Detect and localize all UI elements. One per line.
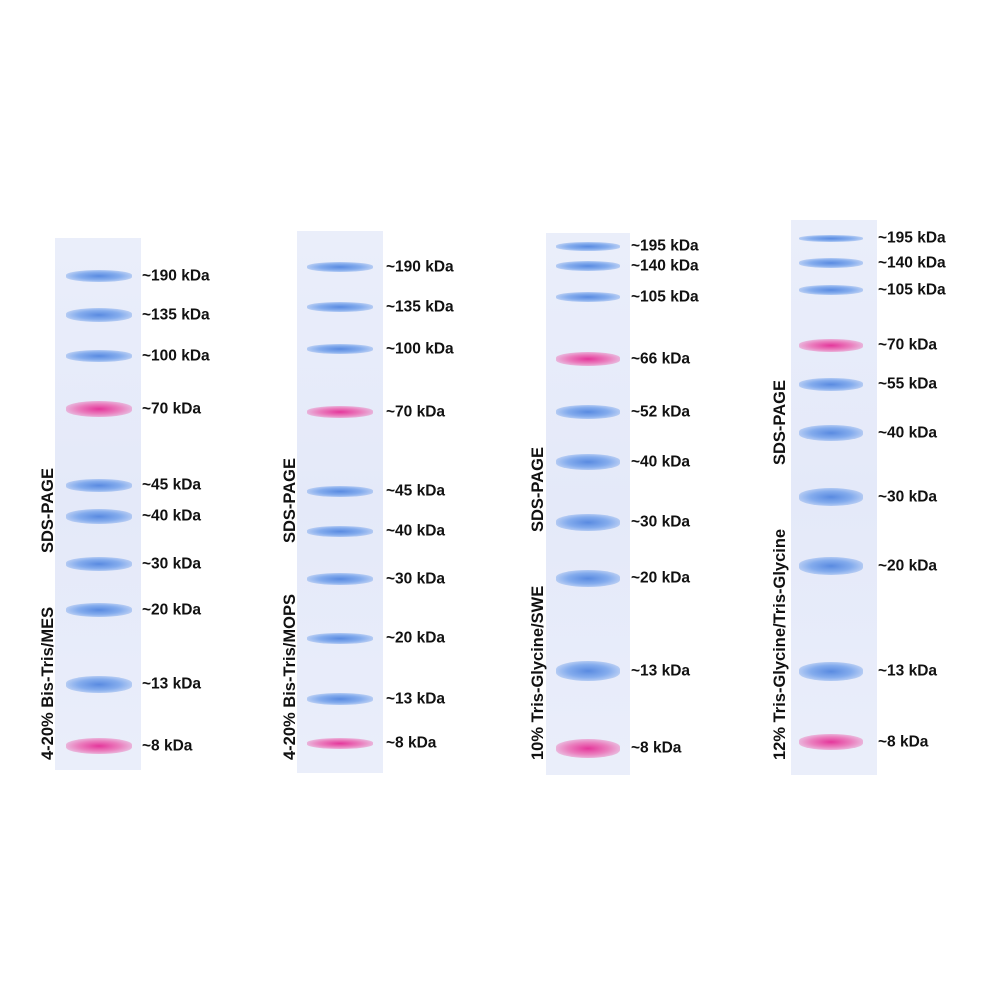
molecular-weight-label: ~20 kDa	[386, 629, 446, 647]
protein-band	[307, 406, 373, 418]
molecular-weight-label: ~70 kDa	[386, 403, 446, 421]
protein-band	[307, 632, 373, 644]
protein-band	[66, 738, 132, 754]
molecular-weight-label: ~30 kDa	[631, 513, 691, 531]
protein-band	[66, 557, 132, 571]
protein-band	[307, 344, 373, 354]
protein-band	[556, 261, 620, 271]
molecular-weight-label: ~13 kDa	[878, 662, 938, 680]
molecular-weight-label: ~8 kDa	[386, 734, 437, 752]
molecular-weight-label: ~195 kDa	[631, 237, 699, 255]
protein-band	[66, 478, 132, 492]
protein-band	[307, 262, 373, 272]
protein-band	[307, 693, 373, 705]
protein-band	[66, 675, 132, 693]
gel-lane	[546, 233, 630, 775]
protein-band	[556, 569, 620, 587]
molecular-weight-label: ~40 kDa	[878, 424, 938, 442]
method-label: SDS-PAGE	[771, 380, 789, 465]
protein-band	[307, 525, 373, 537]
protein-band	[556, 241, 620, 251]
molecular-weight-label: ~70 kDa	[878, 336, 938, 354]
protein-band	[799, 661, 863, 681]
protein-band	[556, 352, 620, 366]
molecular-weight-label: ~66 kDa	[631, 350, 691, 368]
molecular-weight-label: ~100 kDa	[142, 347, 210, 365]
gel-condition-label: 12% Tris-Glycine/Tris-Glycine	[771, 528, 789, 760]
molecular-weight-label: ~8 kDa	[631, 739, 682, 757]
protein-band	[799, 377, 863, 391]
protein-band	[799, 734, 863, 750]
method-label: SDS-PAGE	[529, 447, 547, 532]
molecular-weight-label: ~13 kDa	[631, 662, 691, 680]
molecular-weight-label: ~195 kDa	[878, 229, 946, 247]
protein-band	[556, 405, 620, 419]
molecular-weight-label: ~30 kDa	[878, 488, 938, 506]
molecular-weight-label: ~20 kDa	[631, 569, 691, 587]
method-label: SDS-PAGE	[39, 468, 57, 553]
molecular-weight-label: ~140 kDa	[878, 254, 946, 272]
molecular-weight-label: ~105 kDa	[878, 281, 946, 299]
protein-band	[307, 573, 373, 585]
protein-band	[556, 738, 620, 758]
protein-band	[799, 338, 863, 352]
protein-band	[799, 258, 863, 268]
molecular-weight-label: ~45 kDa	[142, 476, 202, 494]
protein-band	[66, 401, 132, 417]
protein-band	[799, 557, 863, 575]
protein-band	[66, 350, 132, 362]
protein-band	[799, 285, 863, 295]
molecular-weight-label: ~55 kDa	[878, 375, 938, 393]
protein-band	[556, 513, 620, 531]
protein-band	[66, 603, 132, 617]
molecular-weight-label: ~13 kDa	[142, 675, 202, 693]
molecular-weight-label: ~135 kDa	[142, 306, 210, 324]
molecular-weight-label: ~190 kDa	[386, 258, 454, 276]
molecular-weight-label: ~52 kDa	[631, 403, 691, 421]
molecular-weight-label: ~100 kDa	[386, 340, 454, 358]
molecular-weight-label: ~45 kDa	[386, 482, 446, 500]
molecular-weight-label: ~40 kDa	[631, 453, 691, 471]
molecular-weight-label: ~135 kDa	[386, 298, 454, 316]
molecular-weight-label: ~40 kDa	[142, 507, 202, 525]
protein-band	[307, 485, 373, 497]
protein-band	[556, 292, 620, 302]
molecular-weight-label: ~105 kDa	[631, 288, 699, 306]
protein-band	[799, 488, 863, 506]
molecular-weight-label: ~70 kDa	[142, 400, 202, 418]
molecular-weight-label: ~8 kDa	[878, 733, 929, 751]
molecular-weight-label: ~8 kDa	[142, 737, 193, 755]
protein-band	[66, 508, 132, 524]
protein-band	[799, 234, 863, 242]
protein-band	[799, 425, 863, 441]
molecular-weight-label: ~30 kDa	[142, 555, 202, 573]
protein-band	[556, 454, 620, 470]
molecular-weight-label: ~190 kDa	[142, 267, 210, 285]
protein-band	[556, 661, 620, 681]
protein-band	[307, 737, 373, 749]
method-label: SDS-PAGE	[281, 458, 299, 543]
protein-band	[307, 302, 373, 312]
protein-band	[66, 270, 132, 282]
protein-band	[66, 308, 132, 322]
molecular-weight-label: ~40 kDa	[386, 522, 446, 540]
gel-lane	[297, 231, 383, 773]
gel-condition-label: 4-20% Bis-Tris/MOPS	[281, 594, 299, 760]
molecular-weight-label: ~140 kDa	[631, 257, 699, 275]
molecular-weight-label: ~30 kDa	[386, 570, 446, 588]
gel-condition-label: 4-20% Bis-Tris/MES	[39, 606, 57, 760]
molecular-weight-label: ~13 kDa	[386, 690, 446, 708]
molecular-weight-label: ~20 kDa	[878, 557, 938, 575]
gel-condition-label: 10% Tris-Glycine/SWE	[529, 585, 547, 760]
molecular-weight-label: ~20 kDa	[142, 601, 202, 619]
